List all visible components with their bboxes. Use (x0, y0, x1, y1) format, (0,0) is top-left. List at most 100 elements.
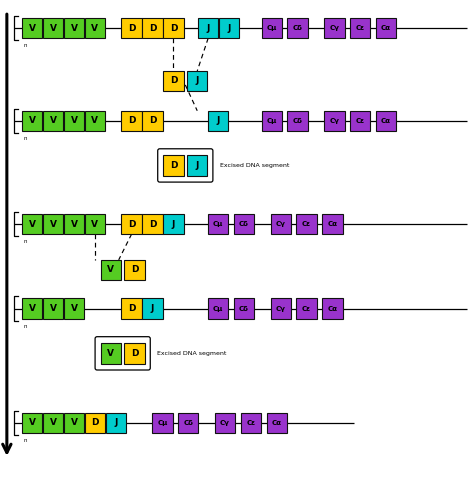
FancyBboxPatch shape (262, 18, 282, 39)
FancyBboxPatch shape (142, 298, 163, 319)
FancyBboxPatch shape (64, 298, 84, 319)
Text: Cα: Cα (328, 221, 337, 227)
Text: n: n (24, 239, 27, 244)
Text: Cα: Cα (272, 420, 282, 426)
Text: J: J (151, 304, 154, 313)
Text: V: V (29, 24, 36, 33)
FancyBboxPatch shape (350, 18, 371, 39)
Text: V: V (29, 418, 36, 428)
FancyBboxPatch shape (43, 18, 63, 39)
Text: V: V (91, 24, 98, 33)
Text: Cμ: Cμ (157, 420, 168, 426)
Text: D: D (128, 24, 136, 33)
Text: J: J (172, 220, 175, 228)
FancyBboxPatch shape (178, 413, 199, 433)
FancyBboxPatch shape (22, 298, 42, 319)
Text: V: V (71, 24, 77, 33)
FancyBboxPatch shape (208, 110, 228, 131)
Text: V: V (29, 220, 36, 228)
FancyBboxPatch shape (271, 214, 291, 234)
Text: D: D (128, 304, 136, 313)
FancyBboxPatch shape (22, 413, 42, 433)
FancyBboxPatch shape (234, 214, 254, 234)
Text: Cα: Cα (381, 25, 391, 31)
FancyBboxPatch shape (124, 260, 145, 280)
FancyBboxPatch shape (106, 413, 126, 433)
Text: D: D (149, 24, 156, 33)
Text: V: V (107, 349, 114, 358)
Text: Cγ: Cγ (276, 221, 286, 227)
FancyBboxPatch shape (22, 214, 42, 234)
FancyBboxPatch shape (198, 18, 219, 39)
FancyBboxPatch shape (43, 298, 63, 319)
FancyBboxPatch shape (324, 110, 345, 131)
FancyBboxPatch shape (64, 18, 84, 39)
Text: J: J (196, 161, 199, 170)
FancyBboxPatch shape (142, 214, 163, 234)
Text: Cμ: Cμ (213, 221, 223, 227)
Text: D: D (149, 220, 156, 228)
Text: V: V (71, 116, 77, 125)
Text: D: D (128, 220, 136, 228)
Text: V: V (50, 418, 56, 428)
Text: Cδ: Cδ (293, 118, 302, 124)
Text: Cε: Cε (302, 306, 311, 311)
FancyBboxPatch shape (262, 110, 282, 131)
Text: V: V (29, 116, 36, 125)
Text: V: V (71, 418, 77, 428)
Text: Excised DNA segment: Excised DNA segment (220, 163, 289, 168)
FancyBboxPatch shape (219, 18, 239, 39)
Text: V: V (91, 116, 98, 125)
FancyBboxPatch shape (64, 413, 84, 433)
Text: D: D (170, 24, 177, 33)
FancyBboxPatch shape (215, 413, 235, 433)
FancyBboxPatch shape (142, 18, 163, 39)
FancyBboxPatch shape (85, 18, 105, 39)
FancyBboxPatch shape (95, 337, 150, 370)
FancyBboxPatch shape (163, 71, 183, 91)
Text: Cγ: Cγ (329, 25, 339, 31)
FancyBboxPatch shape (322, 298, 343, 319)
Text: Excised DNA segment: Excised DNA segment (157, 351, 227, 356)
FancyBboxPatch shape (158, 149, 213, 182)
Text: V: V (50, 24, 56, 33)
FancyBboxPatch shape (43, 214, 63, 234)
Text: Cγ: Cγ (220, 420, 230, 426)
FancyBboxPatch shape (296, 214, 317, 234)
FancyBboxPatch shape (266, 413, 287, 433)
FancyBboxPatch shape (152, 413, 173, 433)
FancyBboxPatch shape (64, 214, 84, 234)
Text: V: V (71, 304, 77, 313)
Text: n: n (24, 324, 27, 329)
FancyBboxPatch shape (43, 413, 63, 433)
Text: n: n (24, 136, 27, 141)
FancyBboxPatch shape (324, 18, 345, 39)
Text: Cα: Cα (381, 118, 391, 124)
FancyBboxPatch shape (271, 298, 291, 319)
Text: Cγ: Cγ (276, 306, 286, 311)
Text: V: V (107, 265, 114, 274)
Text: J: J (114, 418, 118, 428)
Text: Cμ: Cμ (266, 25, 277, 31)
Text: Cμ: Cμ (213, 306, 223, 311)
Text: D: D (91, 418, 99, 428)
Text: D: D (128, 116, 136, 125)
FancyBboxPatch shape (124, 343, 145, 363)
Text: Cγ: Cγ (329, 118, 339, 124)
FancyBboxPatch shape (121, 110, 142, 131)
Text: Cε: Cε (356, 118, 365, 124)
Text: Cμ: Cμ (266, 118, 277, 124)
Text: Cε: Cε (302, 221, 311, 227)
Text: V: V (50, 220, 56, 228)
FancyBboxPatch shape (163, 155, 183, 175)
Text: D: D (170, 77, 177, 85)
Text: Cδ: Cδ (293, 25, 302, 31)
Text: D: D (131, 265, 138, 274)
Text: Cδ: Cδ (183, 420, 193, 426)
FancyBboxPatch shape (142, 110, 163, 131)
FancyBboxPatch shape (85, 110, 105, 131)
FancyBboxPatch shape (85, 214, 105, 234)
FancyBboxPatch shape (100, 260, 121, 280)
FancyBboxPatch shape (163, 214, 183, 234)
Text: V: V (50, 304, 56, 313)
